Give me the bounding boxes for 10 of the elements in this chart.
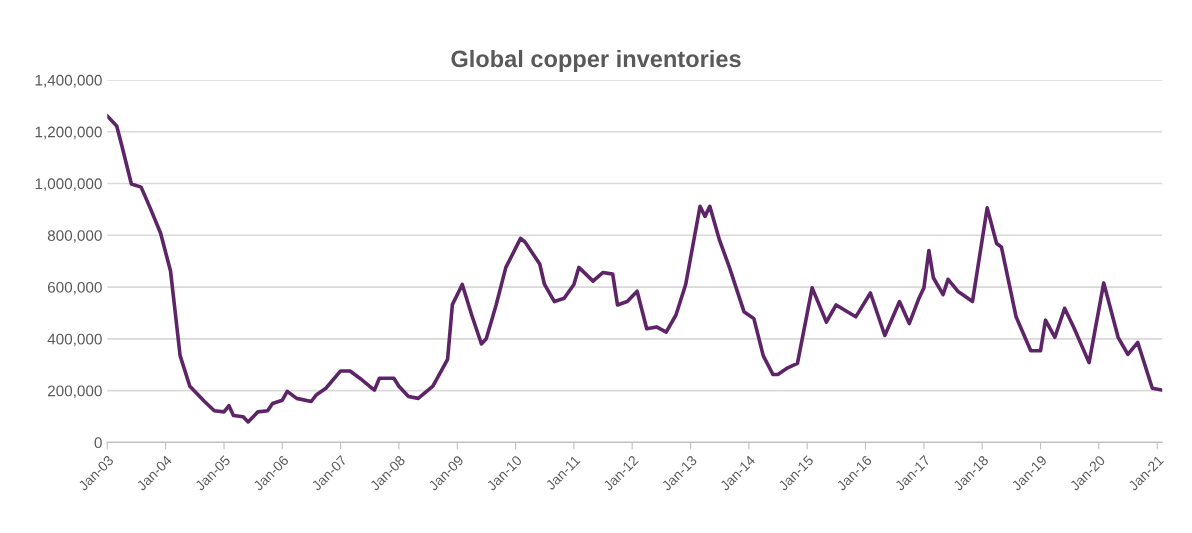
y-tick-label: 400,000 xyxy=(47,333,102,347)
chart-title: Global copper inventories xyxy=(451,49,741,72)
y-tick-label: 1,200,000 xyxy=(35,126,102,140)
y-tick-label: 0 xyxy=(94,437,102,449)
y-tick-label: 1,000,000 xyxy=(35,178,102,191)
y-tick-label: 1,400,000 xyxy=(35,74,102,88)
y-tick-label: 200,000 xyxy=(47,385,102,399)
y-tick-label: 600,000 xyxy=(47,281,102,295)
y-tick-label: 800,000 xyxy=(47,230,102,243)
line-series xyxy=(107,114,1163,424)
